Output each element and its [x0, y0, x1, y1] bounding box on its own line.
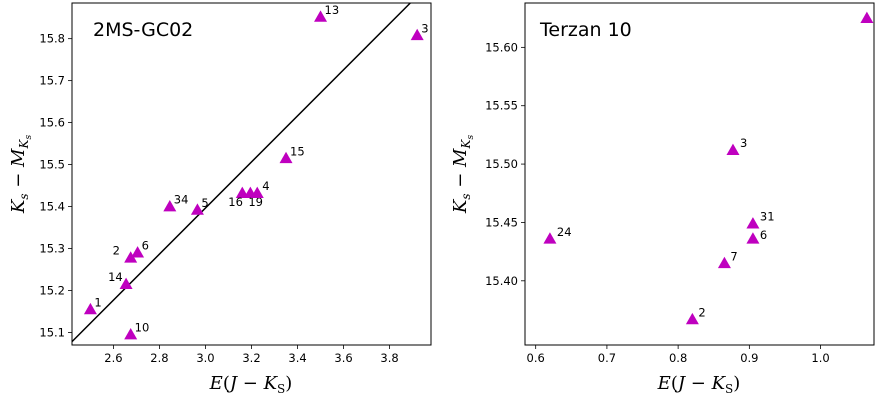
x-tick-label: 0.9 — [740, 351, 758, 365]
data-point-marker — [685, 312, 699, 325]
plot-frame — [524, 2, 875, 346]
x-tick-label: 1.0 — [811, 351, 829, 365]
panel-terzan-10: Terzan 10 0.6 0.7 0.8 0.9 1.0 15.40 15.45 15.5… — [450, 2, 875, 396]
data-point-label: 7 — [730, 249, 737, 263]
data-point-marker — [314, 10, 328, 22]
data-point-marker — [131, 246, 145, 258]
data-point-marker — [163, 200, 177, 212]
x-tick-label: 0.8 — [669, 351, 687, 365]
x-tick-label: 3.4 — [288, 351, 306, 365]
data-point-label: 2 — [698, 305, 705, 319]
fit-line — [71, 2, 411, 343]
x-tick-label: 0.6 — [527, 351, 545, 365]
data-point-label: 2 — [113, 244, 120, 258]
panel-title: 2MS-GC02 — [93, 19, 193, 41]
y-tick-label: 15.5 — [39, 158, 65, 172]
data-point-marker — [726, 143, 740, 155]
fit-line-group — [71, 2, 411, 343]
data-point-marker — [83, 302, 97, 315]
data-point-label: 31 — [760, 210, 775, 224]
y-tick-label: 15.50 — [485, 157, 518, 171]
data-point-label: 4 — [262, 179, 269, 193]
marker-group: 1 10 14 2 6 34 5 16 19 4 15 13 3 — [83, 3, 429, 340]
y-tick-label: 15.40 — [485, 274, 518, 288]
data-point-marker — [410, 28, 424, 41]
y-tick-label: 15.6 — [39, 116, 65, 130]
data-point-marker — [190, 203, 204, 215]
panel-2ms-gc02: 2MS-GC02 2.6 2.8 3.0 3.2 3.4 3.6 3.8 15.115.21… — [8, 2, 432, 396]
y-axis-label: Ks − MKs — [8, 135, 34, 215]
x-axis-label: E(J − KS) — [657, 373, 741, 396]
data-point-marker — [250, 186, 264, 198]
data-point-marker — [860, 11, 874, 24]
y-tick-label: 15.3 — [39, 241, 65, 255]
data-point-label: 24 — [557, 225, 572, 239]
y-tick-label: 15.7 — [39, 74, 65, 88]
data-point-label: 3 — [740, 136, 747, 150]
data-point-label: 19 — [248, 195, 263, 209]
plot-frame — [71, 2, 432, 346]
y-tick-label: 15.60 — [485, 40, 518, 54]
data-point-label: 16 — [228, 195, 243, 209]
marker-group: 24 2 7 3 31 6 — [543, 11, 874, 325]
data-point-label: 10 — [135, 321, 150, 335]
y-tick-label: 15.1 — [39, 325, 65, 339]
data-point-marker — [543, 232, 557, 244]
y-tick-group: 15.40 15.45 15.50 15.55 15.60 — [485, 40, 525, 288]
y-tick-label: 15.55 — [485, 99, 518, 113]
data-point-marker — [279, 151, 293, 164]
x-tick-group: 2.6 2.8 3.0 3.2 3.4 3.6 3.8 — [104, 345, 399, 365]
x-tick-label: 3.2 — [242, 351, 260, 365]
y-tick-label: 15.8 — [39, 32, 65, 46]
data-point-marker — [124, 251, 138, 263]
data-point-marker — [746, 217, 760, 229]
data-point-marker — [717, 256, 731, 269]
y-tick-group: 15.1 15.2 15.3 15.4 15.5 15.6 15.7 15.8 — [39, 32, 72, 339]
data-point-label: 3 — [421, 21, 428, 35]
y-axis-label: Ks − MKs — [450, 135, 476, 215]
x-tick-label: 0.7 — [598, 351, 616, 365]
data-point-marker — [119, 277, 133, 290]
y-tick-label: 15.4 — [39, 200, 65, 214]
panel-title: Terzan 10 — [539, 19, 632, 41]
data-point-marker — [746, 232, 760, 244]
data-point-label: 6 — [760, 228, 767, 242]
x-tick-label: 2.6 — [104, 351, 122, 365]
data-point-label: 34 — [174, 193, 189, 207]
data-point-label: 13 — [325, 3, 340, 17]
data-point-marker — [124, 328, 138, 340]
data-point-label: 5 — [201, 196, 208, 210]
x-tick-label: 2.8 — [150, 351, 168, 365]
data-point-label: 14 — [108, 270, 123, 284]
y-tick-label: 15.2 — [39, 283, 65, 297]
x-tick-label: 3.8 — [380, 351, 398, 365]
x-tick-label: 3.6 — [334, 351, 352, 365]
data-point-label: 6 — [142, 239, 149, 253]
data-point-label: 1 — [94, 295, 101, 309]
data-point-label: 15 — [290, 144, 305, 158]
y-tick-label: 15.45 — [485, 215, 518, 229]
x-tick-label: 3.0 — [196, 351, 214, 365]
x-tick-group: 0.6 0.7 0.8 0.9 1.0 — [527, 345, 830, 365]
x-axis-label: E(J − KS) — [209, 373, 293, 396]
